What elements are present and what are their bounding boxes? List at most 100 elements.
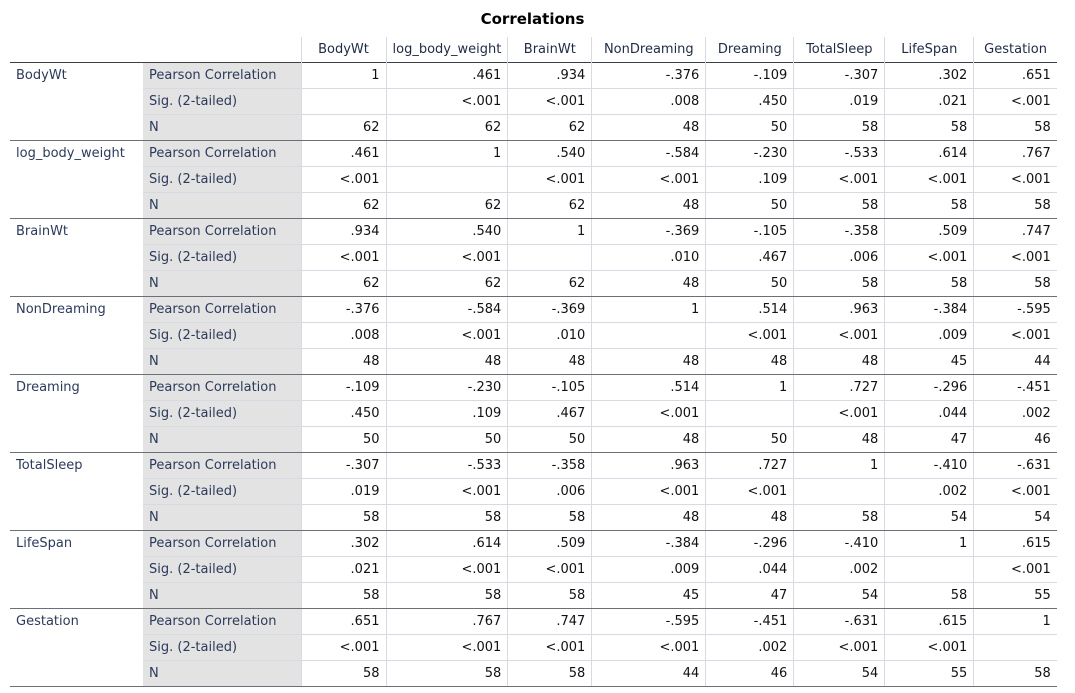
value-cell: <.001 xyxy=(591,634,706,661)
sig-row: Sig. (2-tailed) .019 <.001.006 <.001 <.001.0… xyxy=(10,478,1057,505)
value-cell: -.307 xyxy=(793,62,885,89)
column-header: BodyWt xyxy=(300,37,386,63)
value-cell: .461 xyxy=(300,140,386,167)
value-cell: 48 xyxy=(591,348,706,375)
value-cell: -.369 xyxy=(507,296,592,323)
statistic-label: Sig. (2-tailed) xyxy=(143,556,301,583)
value-cell: -.595 xyxy=(591,608,706,635)
pearson-row: LifeSpan Pearson Correlation .302.614.509-… xyxy=(10,530,1057,609)
pearson-row: BodyWt Pearson Correlation 1.461.934 -.376-… xyxy=(10,62,1057,141)
value-cell: .514 xyxy=(591,374,706,401)
value-cell: -.230 xyxy=(705,140,794,167)
value-cell: .002 xyxy=(884,478,974,505)
value-cell: .019 xyxy=(793,88,885,115)
value-cell: 48 xyxy=(793,426,885,453)
value-cell: -.584 xyxy=(591,140,706,167)
value-cell: <.001 xyxy=(507,166,592,193)
value-cell: .509 xyxy=(507,530,592,557)
column-header: Gestation xyxy=(973,37,1057,63)
value-cell: 62 xyxy=(385,114,508,141)
value-cell: .747 xyxy=(973,218,1057,245)
statistic-label: N xyxy=(143,660,301,687)
value-cell: -.410 xyxy=(884,452,974,479)
value-cell: -.384 xyxy=(591,530,706,557)
value-cell: 47 xyxy=(884,426,974,453)
value-cell: -.631 xyxy=(973,452,1057,479)
statistic-label: Pearson Correlation xyxy=(143,530,301,557)
value-cell: -.358 xyxy=(793,218,885,245)
n-row: N 58 58 58 44 46 54 55 58 xyxy=(10,660,1057,687)
value-cell: <.001 xyxy=(385,322,508,349)
n-row: N 48 48 48 48 48 48 45 44 xyxy=(10,348,1057,375)
value-cell: <.001 xyxy=(973,478,1057,505)
value-cell: 58 xyxy=(884,192,974,219)
value-cell: 58 xyxy=(793,270,885,297)
value-cell: 62 xyxy=(507,270,592,297)
value-cell: <.001 xyxy=(973,166,1057,193)
value-cell: -.631 xyxy=(793,608,885,635)
value-cell: 50 xyxy=(705,114,794,141)
sig-row: Sig. (2-tailed) <.001 <.001 <.001.109 <.001 <… xyxy=(10,166,1057,193)
statistic-label: Pearson Correlation xyxy=(143,296,301,323)
value-cell: 1 xyxy=(884,530,974,557)
variable-label: Dreaming xyxy=(10,374,143,453)
value-cell: <.001 xyxy=(884,166,974,193)
value-cell: 54 xyxy=(884,504,974,531)
statistic-label: Pearson Correlation xyxy=(143,218,301,245)
statistic-label: Pearson Correlation xyxy=(143,608,301,635)
value-cell: <.001 xyxy=(385,88,508,115)
value-cell: 1 xyxy=(385,140,508,167)
statistic-label: Sig. (2-tailed) xyxy=(143,244,301,271)
value-cell: -.384 xyxy=(884,296,974,323)
value-cell: .467 xyxy=(705,244,794,271)
statistic-label: N xyxy=(143,114,301,141)
value-cell: 45 xyxy=(884,348,974,375)
value-cell: -.109 xyxy=(705,62,794,89)
value-cell: 54 xyxy=(973,504,1057,531)
n-row: N 58 58 58 48 48 58 54 54 xyxy=(10,504,1057,531)
value-cell: .450 xyxy=(705,88,794,115)
value-cell: 58 xyxy=(973,660,1057,687)
pearson-row: Dreaming Pearson Correlation -.109 -.230 -.1… xyxy=(10,374,1057,453)
value-cell: 48 xyxy=(591,192,706,219)
value-cell: 1 xyxy=(300,62,386,89)
value-cell: .008 xyxy=(591,88,706,115)
value-cell: 48 xyxy=(385,348,508,375)
pearson-row: BrainWt Pearson Correlation .934.540 1 -.369… xyxy=(10,218,1057,297)
value-cell: 58 xyxy=(385,660,508,687)
statistic-label: Sig. (2-tailed) xyxy=(143,322,301,349)
value-cell: 58 xyxy=(793,114,885,141)
n-row: N 62 62 62 48 50 58 58 58 xyxy=(10,192,1057,219)
value-cell: .727 xyxy=(705,452,794,479)
table-title: Correlations xyxy=(480,10,585,28)
header-blank-variable xyxy=(10,37,143,63)
value-cell: 1 xyxy=(973,608,1057,635)
value-cell: 62 xyxy=(507,192,592,219)
value-cell: .021 xyxy=(300,556,386,583)
value-cell: <.001 xyxy=(385,478,508,505)
statistic-label: Sig. (2-tailed) xyxy=(143,478,301,505)
value-cell: -.109 xyxy=(300,374,386,401)
value-cell: 58 xyxy=(884,270,974,297)
value-cell: .010 xyxy=(591,244,706,271)
value-cell: -.595 xyxy=(973,296,1057,323)
value-cell: 58 xyxy=(793,192,885,219)
value-cell: .540 xyxy=(385,218,508,245)
value-cell: .461 xyxy=(385,62,508,89)
value-cell: .509 xyxy=(884,218,974,245)
statistic-label: Sig. (2-tailed) xyxy=(143,400,301,427)
value-cell: -.533 xyxy=(793,140,885,167)
column-header: LifeSpan xyxy=(884,37,974,63)
value-cell: .467 xyxy=(507,400,592,427)
value-cell: .021 xyxy=(884,88,974,115)
value-cell: <.001 xyxy=(884,244,974,271)
value-cell: -.358 xyxy=(507,452,592,479)
value-cell: 1 xyxy=(705,374,794,401)
value-cell: -.296 xyxy=(884,374,974,401)
value-cell: .109 xyxy=(705,166,794,193)
value-cell: 62 xyxy=(300,270,386,297)
value-cell: <.001 xyxy=(300,166,386,193)
value-cell: 48 xyxy=(591,426,706,453)
statistic-label: Pearson Correlation xyxy=(143,374,301,401)
column-header: TotalSleep xyxy=(793,37,885,63)
